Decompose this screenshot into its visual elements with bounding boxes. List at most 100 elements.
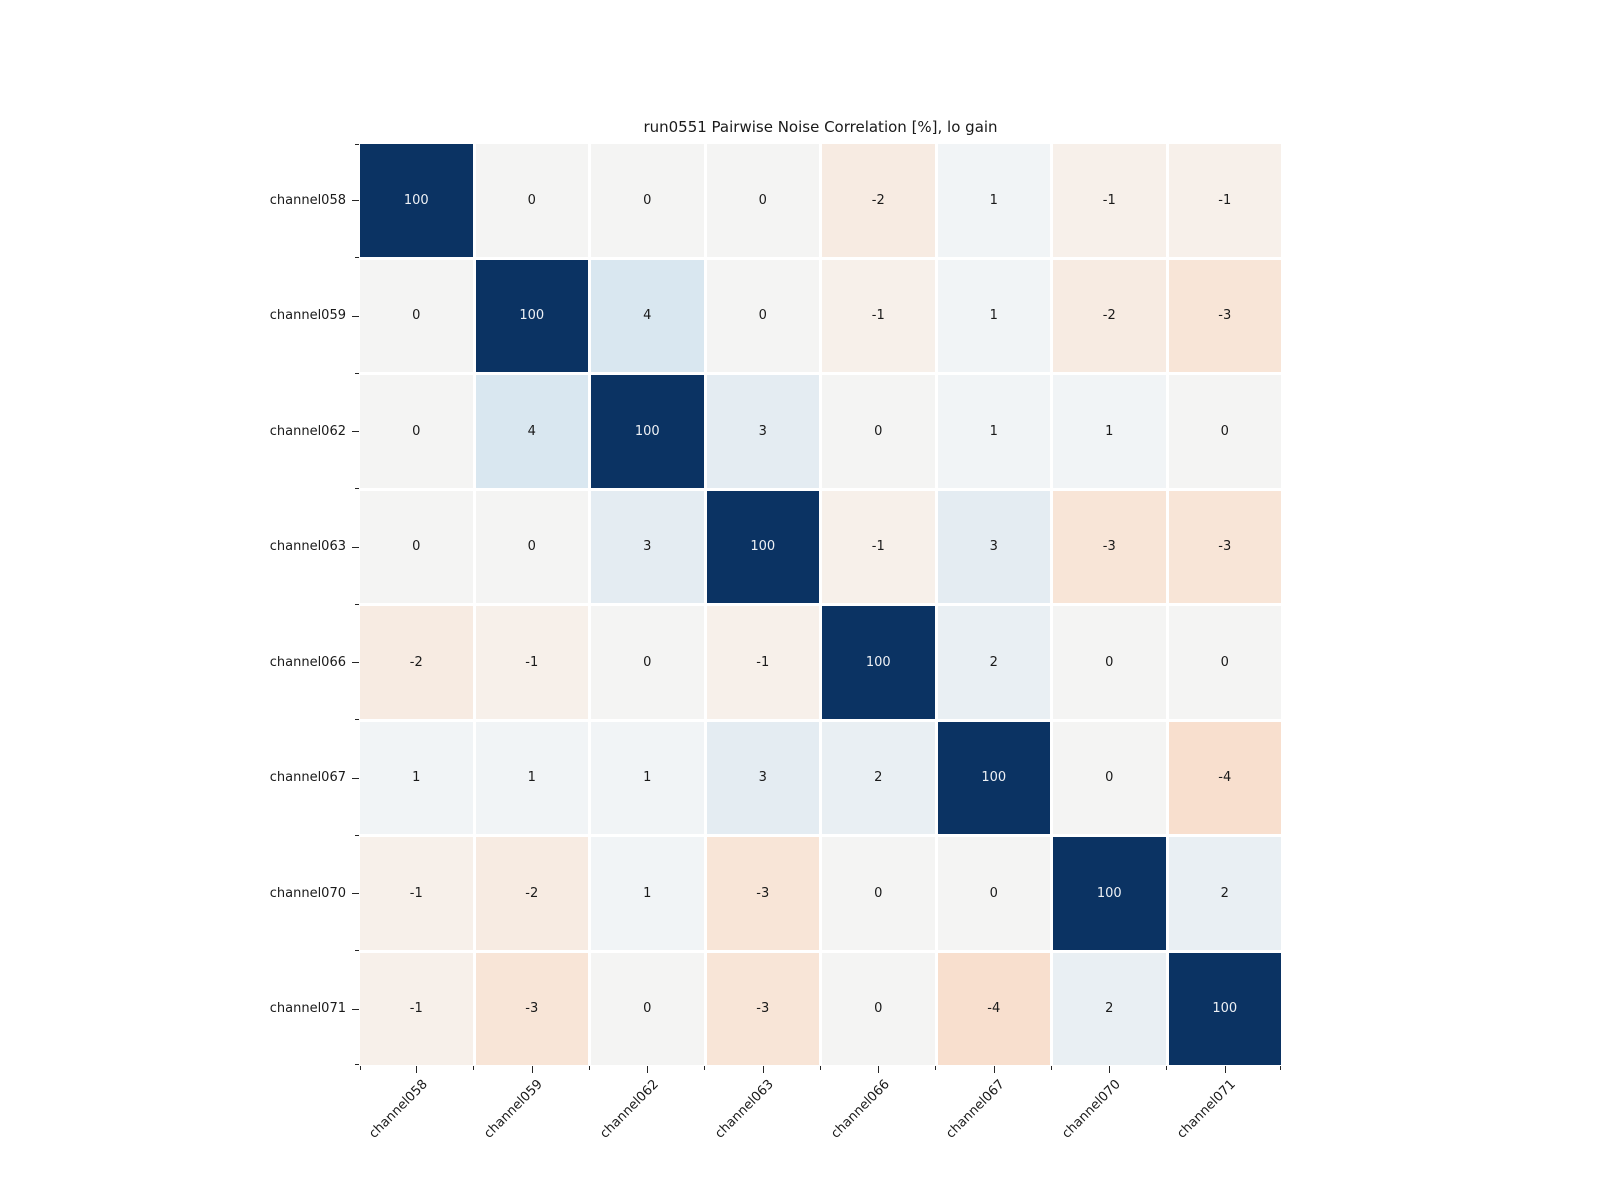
tick-mark [355, 1064, 359, 1065]
heatmap-cell: 100 [937, 721, 1050, 834]
y-tick-label: channel062 [269, 423, 346, 439]
heatmap-cell: 0 [937, 837, 1050, 950]
heatmap-cell: -2 [1053, 259, 1166, 372]
tick-mark [531, 1066, 533, 1073]
y-tick-label: channel063 [269, 539, 346, 555]
heatmap-cell: 0 [475, 144, 588, 257]
heatmap-cell: 100 [822, 606, 935, 719]
tick-mark [355, 603, 359, 605]
tick-mark [704, 1066, 705, 1070]
y-tick-label: channel066 [269, 654, 346, 670]
tick-mark [352, 662, 359, 664]
heatmap-cell: 1 [937, 144, 1050, 257]
tick-mark [352, 1008, 359, 1010]
heatmap-cell: 0 [822, 952, 935, 1065]
heatmap-cell: 1 [591, 837, 704, 950]
heatmap-cell: -4 [1168, 721, 1281, 834]
y-tick-label: channel059 [269, 308, 346, 324]
heatmap-cell: 3 [937, 490, 1050, 603]
heatmap-cell: -3 [706, 837, 819, 950]
heatmap-cell: 2 [1053, 952, 1166, 1065]
tick-mark [416, 1066, 418, 1073]
chart-title: run0551 Pairwise Noise Correlation [%], … [643, 118, 998, 136]
x-tick-label: channel066 [828, 1077, 893, 1142]
heatmap-cell: 0 [1168, 606, 1281, 719]
heatmap-cell: -1 [1168, 144, 1281, 257]
heatmap-cell: -2 [822, 144, 935, 257]
heatmap-cell: -1 [1053, 144, 1166, 257]
tick-mark [352, 431, 359, 433]
tick-mark [355, 719, 359, 720]
tick-mark [352, 777, 359, 779]
heatmap-cell: 100 [475, 259, 588, 372]
heatmap-cell: 2 [1168, 837, 1281, 950]
y-tick-label: channel071 [269, 1001, 346, 1017]
x-tick-label: channel067 [943, 1077, 1009, 1142]
heatmap-cell: 3 [591, 490, 704, 603]
tick-mark [352, 315, 359, 317]
x-tick-label: channel063 [712, 1077, 778, 1142]
heatmap-cell: -2 [360, 606, 473, 719]
heatmap-cell: -3 [706, 952, 819, 1065]
tick-mark [355, 144, 359, 145]
heatmap-cell: 0 [1053, 606, 1166, 719]
tick-mark [993, 1066, 995, 1073]
heatmap-cell: 1 [937, 259, 1050, 372]
tick-mark [355, 257, 359, 258]
heatmap-cell: 100 [1053, 837, 1166, 950]
heatmap-cell: 0 [706, 259, 819, 372]
tick-mark [352, 893, 359, 895]
heatmap-cell: 4 [475, 375, 588, 488]
tick-mark [1166, 1066, 1167, 1070]
heatmap-cell: 0 [822, 837, 935, 950]
heatmap-cell: -3 [475, 952, 588, 1065]
tick-mark [1280, 1066, 1281, 1070]
heatmap-cell: 100 [1168, 952, 1281, 1065]
heatmap-cell: -3 [1168, 490, 1281, 603]
heatmap-cell: 3 [706, 375, 819, 488]
y-tick-label: channel070 [269, 885, 346, 901]
x-tick-label: channel058 [366, 1077, 431, 1142]
y-tick-label: channel067 [269, 770, 346, 786]
y-axis-labels: channel058 channel059 channel062 channel063… [0, 144, 346, 1065]
x-tick-label: channel071 [1174, 1077, 1240, 1142]
x-tick-label: channel062 [597, 1077, 662, 1142]
tick-mark [355, 950, 359, 951]
tick-mark [935, 1066, 936, 1070]
y-tick-label: channel058 [269, 192, 346, 208]
heatmap-cell: 100 [706, 490, 819, 603]
heatmap-cell: -1 [706, 606, 819, 719]
tick-mark [1109, 1066, 1111, 1073]
heatmap-cell: 1 [360, 721, 473, 834]
heatmap-cell: 0 [360, 490, 473, 603]
heatmap-cell: 0 [360, 375, 473, 488]
x-tick-label: channel070 [1059, 1077, 1124, 1142]
heatmap-cell: 0 [360, 259, 473, 372]
heatmap-cell: 4 [591, 259, 704, 372]
tick-mark [819, 1066, 821, 1070]
heatmap-cell: 0 [1168, 375, 1281, 488]
tick-mark [473, 1066, 474, 1070]
tick-mark [762, 1066, 764, 1073]
heatmap-cell: 1 [591, 721, 704, 834]
heatmap-cell: 0 [822, 375, 935, 488]
heatmap-cell: -1 [475, 606, 588, 719]
heatmap-cell: 0 [1053, 721, 1166, 834]
tick-mark [1224, 1066, 1226, 1073]
x-tick-label: channel059 [481, 1077, 547, 1142]
tick-mark [588, 1066, 590, 1070]
heatmap-cell: 0 [475, 490, 588, 603]
tick-mark [647, 1066, 649, 1073]
heatmap-cell: -1 [360, 837, 473, 950]
tick-mark [355, 372, 359, 374]
heatmap-cell: 1 [1053, 375, 1166, 488]
tick-mark [352, 546, 359, 548]
tick-mark [352, 200, 359, 202]
heatmap-cell: 100 [591, 375, 704, 488]
heatmap-cell: 0 [706, 144, 819, 257]
heatmap-cell: -1 [360, 952, 473, 1065]
heatmap-cell: 3 [706, 721, 819, 834]
tick-mark [360, 1066, 361, 1070]
heatmap-cell: 1 [937, 375, 1050, 488]
